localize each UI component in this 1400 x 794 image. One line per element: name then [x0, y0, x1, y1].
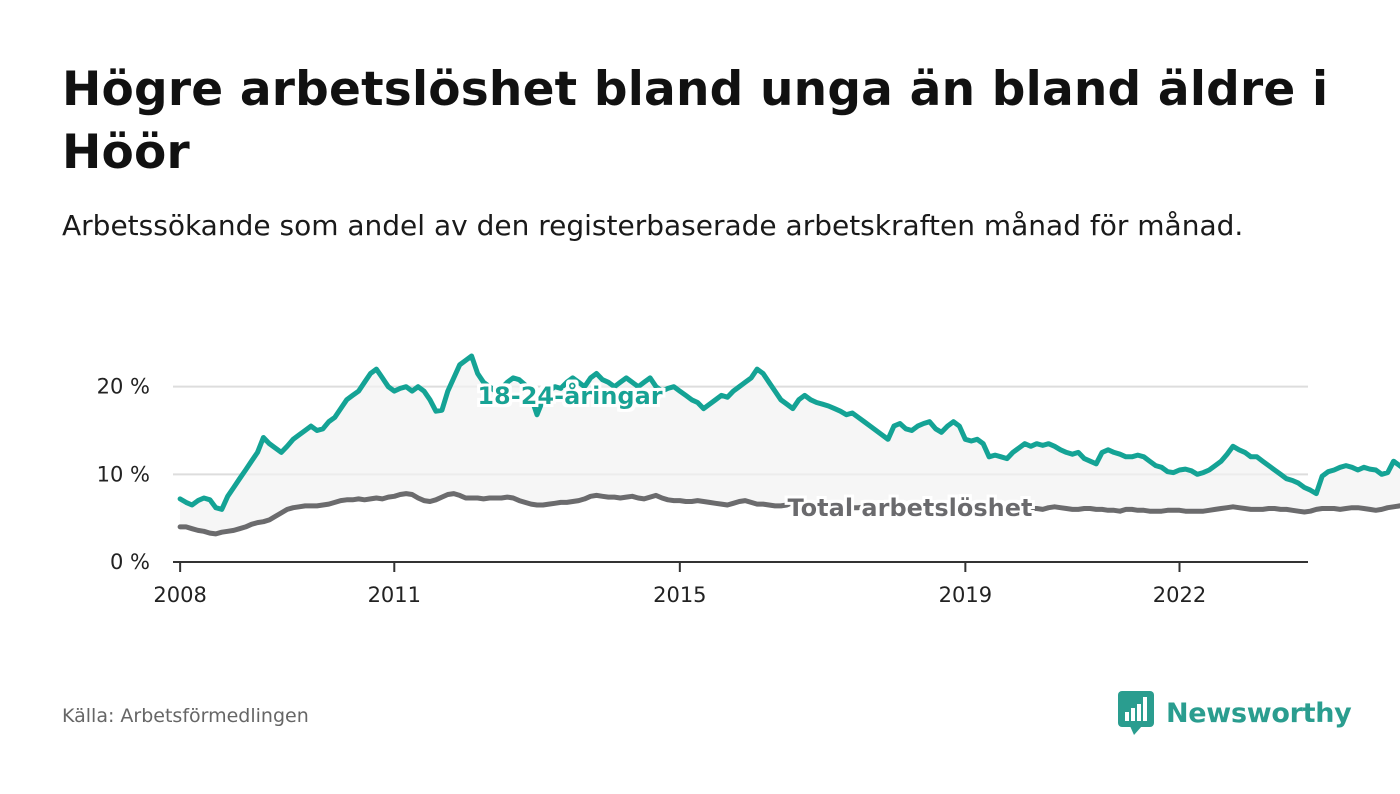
- brand-name: Newsworthy: [1166, 697, 1352, 729]
- x-tick-label: 2022: [1153, 583, 1206, 607]
- range-band: [180, 356, 1400, 534]
- y-tick-label: 10 %: [97, 462, 150, 486]
- series-label-total: Total arbetslöshet: [787, 494, 1032, 522]
- series-line-youth: [177, 353, 1400, 512]
- newsworthy-logo: Newsworthy: [1118, 690, 1352, 736]
- x-tick-label: 2008: [153, 583, 206, 607]
- x-tick-label: 2015: [653, 583, 706, 607]
- x-tick-label: 2011: [368, 583, 421, 607]
- x-axis-ticks: 2008 2011 2015 2019 2022: [153, 562, 1206, 607]
- x-tick-label: 2019: [939, 583, 992, 607]
- chart-title: Högre arbetslöshet bland unga än bland ä…: [62, 62, 1329, 180]
- bar-chart-bubble-icon: [1118, 691, 1154, 735]
- y-tick-label: 0 %: [110, 550, 150, 574]
- band-area: [180, 356, 1400, 534]
- y-axis-ticks: 0 % 10 % 20 %: [97, 375, 150, 574]
- source-note: Källa: Arbetsförmedlingen: [62, 705, 309, 727]
- y-tick-label: 20 %: [97, 375, 150, 399]
- chart-subtitle: Arbetssökande som andel av den registerb…: [62, 209, 1244, 242]
- series-line-total: [177, 491, 1400, 537]
- series-lines: [177, 353, 1400, 537]
- series-label-youth: 18-24-åringar: [477, 381, 662, 410]
